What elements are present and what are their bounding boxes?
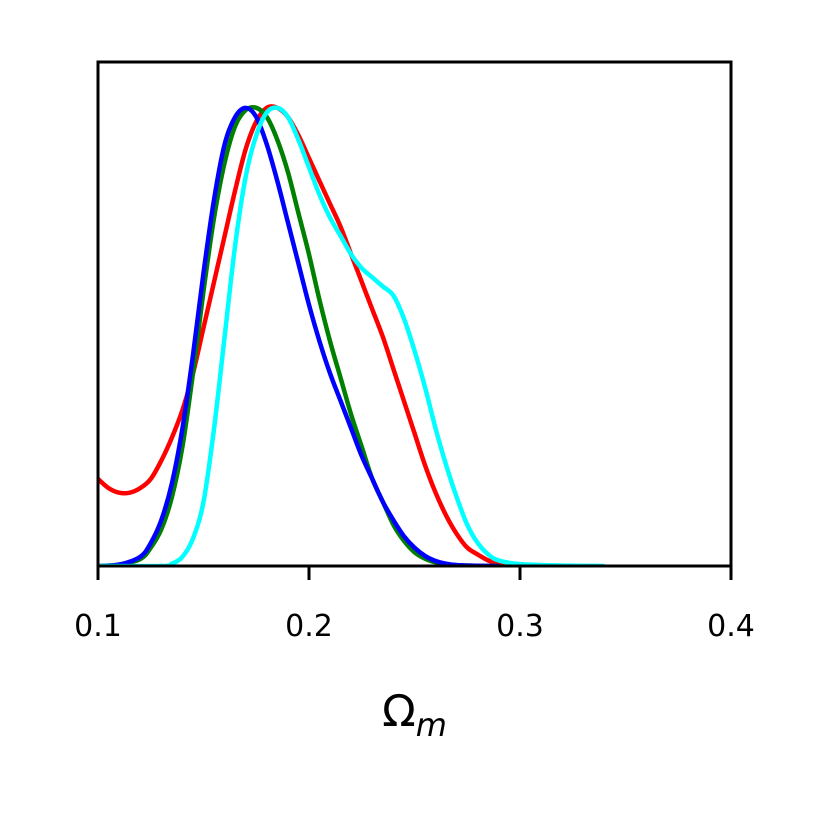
x-axis-label-base: Ω	[382, 686, 416, 737]
plot-frame	[96, 60, 733, 568]
x-axis-label: Ωm	[382, 686, 447, 744]
series-line-0	[98, 104, 521, 566]
x-tick-label: 0.1	[74, 609, 122, 644]
x-axis-ticks: 0.1 0.2 0.3 0.4	[74, 566, 755, 644]
x-tick-label: 0.2	[285, 609, 333, 644]
series-line-1	[98, 104, 499, 566]
x-tick-label: 0.3	[496, 609, 544, 644]
x-tick-label: 0.4	[707, 609, 755, 644]
x-axis-label-subscript: m	[416, 706, 447, 744]
series-line-3	[98, 105, 605, 566]
series-line-2	[98, 105, 499, 566]
density-curves	[98, 104, 605, 566]
